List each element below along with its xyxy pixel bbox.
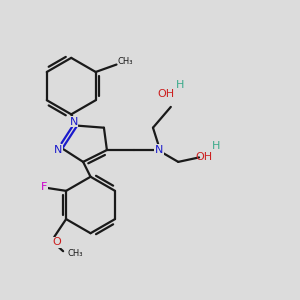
Text: OH: OH <box>196 152 213 162</box>
Text: O: O <box>52 237 61 247</box>
Text: N: N <box>69 117 78 127</box>
Text: CH₃: CH₃ <box>118 57 134 66</box>
Text: H: H <box>176 80 184 90</box>
Text: N: N <box>54 145 63 155</box>
Text: F: F <box>40 182 47 192</box>
Text: OH: OH <box>158 89 175 99</box>
Text: CH₃: CH₃ <box>68 249 83 258</box>
Text: N: N <box>155 145 163 155</box>
Text: H: H <box>212 141 220 151</box>
